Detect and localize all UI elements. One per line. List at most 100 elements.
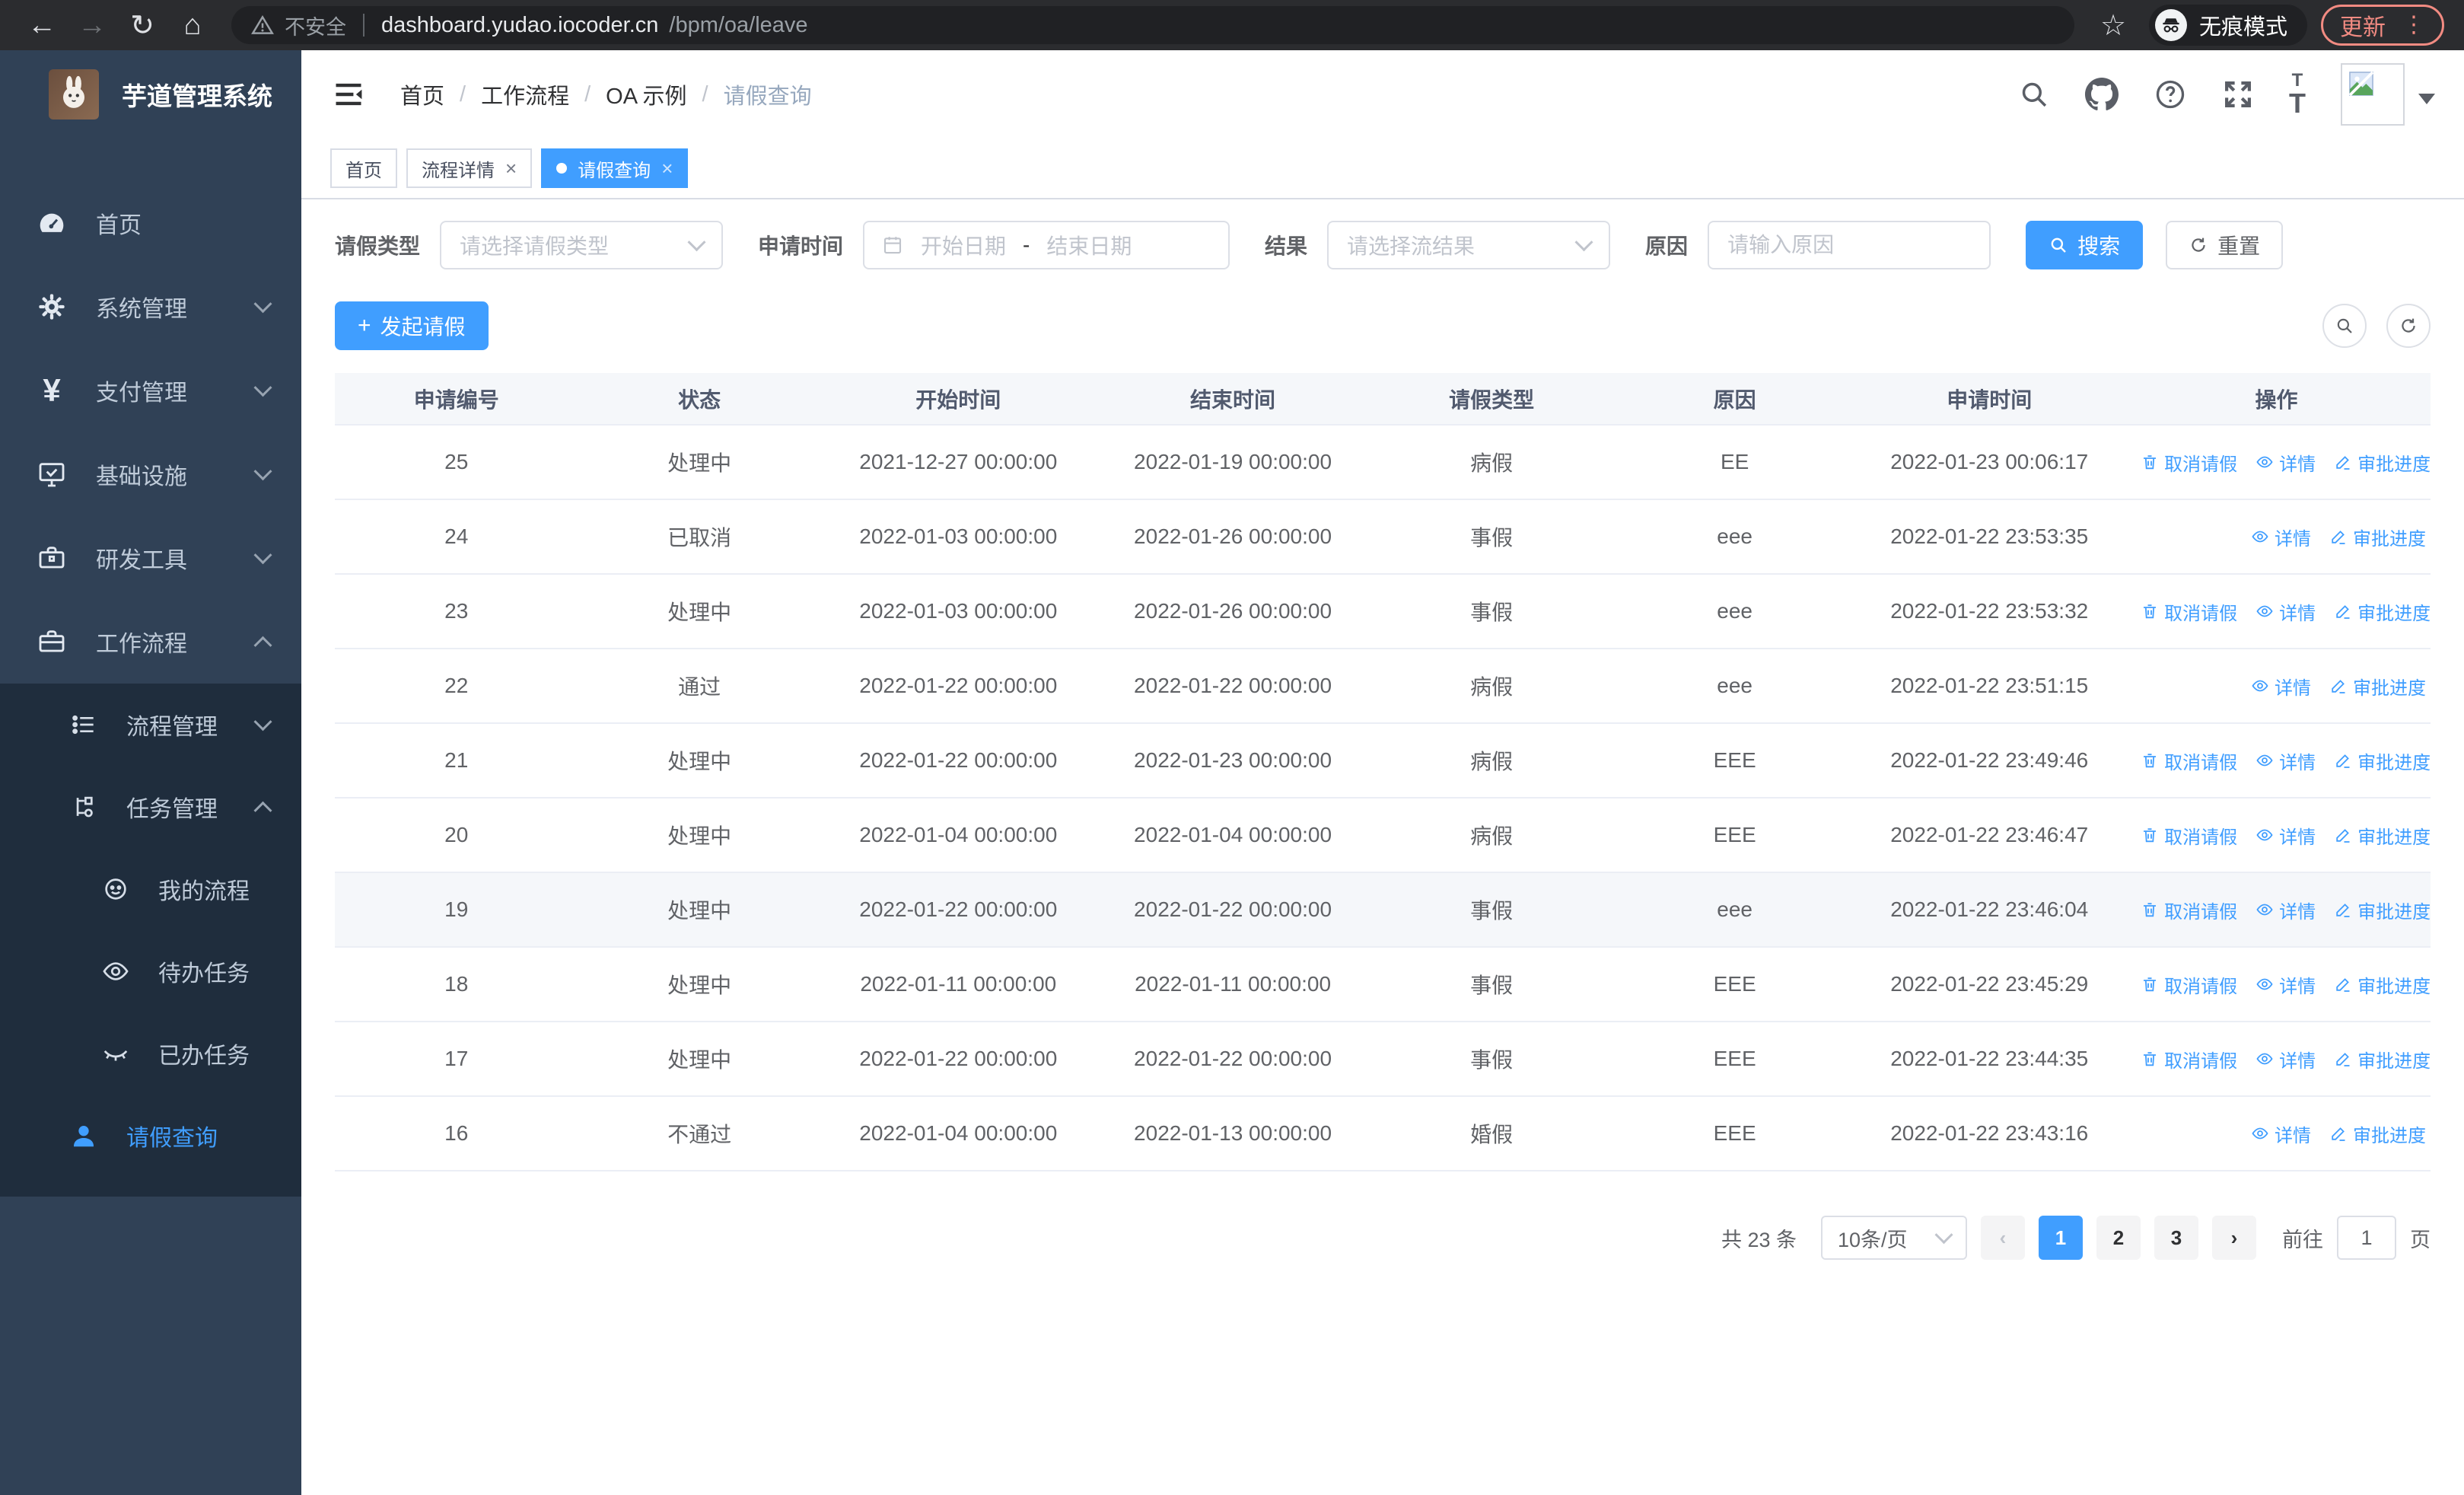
row-actions: 详情 审批进度 [2122, 499, 2431, 575]
prev-page-button[interactable]: ‹ [1981, 1216, 2025, 1260]
sidebar-item-leave-query[interactable]: 请假查询 [0, 1095, 301, 1177]
next-page-button[interactable]: › [2212, 1216, 2256, 1260]
sidebar-item-task-management[interactable]: 任务管理 [0, 766, 301, 848]
trash-icon [2141, 602, 2159, 620]
browser-menu-icon[interactable]: ⋮ [2402, 12, 2425, 37]
detail-link[interactable]: 详情 [2251, 673, 2311, 700]
cell-apply-id: 25 [335, 425, 578, 500]
cell-status: 不通过 [578, 1096, 821, 1171]
sidebar-item-process-management[interactable]: 流程管理 [0, 684, 301, 766]
row-actions: 取消请假 详情 审批进度 [2122, 425, 2431, 500]
approval-progress-link[interactable]: 审批进度 [2334, 748, 2431, 774]
cancel-leave-link[interactable]: 取消请假 [2141, 449, 2237, 476]
approval-progress-link[interactable]: 审批进度 [2334, 822, 2431, 849]
sidebar-item-system[interactable]: 系统管理 [0, 265, 301, 349]
reset-button[interactable]: 重置 [2166, 221, 2284, 269]
detail-link[interactable]: 详情 [2255, 822, 2316, 849]
approval-progress-link[interactable]: 审批进度 [2334, 897, 2431, 923]
tab-home[interactable]: 首页 [330, 148, 397, 188]
create-leave-button[interactable]: + 发起请假 [335, 301, 489, 350]
table-row: 25 处理中 2021-12-27 00:00:00 2022-01-19 00:00… [335, 425, 2431, 500]
page-content: 请假类型 请选择请假类型 申请时间 开始日期 - 结束日期 结果 请选择流结果 [301, 199, 2464, 1260]
search-icon[interactable] [2018, 78, 2050, 110]
eye-icon [2255, 453, 2274, 471]
breadcrumb-oa-example[interactable]: OA 示例 [606, 84, 687, 109]
page-button-1[interactable]: 1 [2039, 1216, 2083, 1260]
close-icon[interactable]: × [505, 157, 517, 180]
browser-update-button[interactable]: 更新 ⋮ [2321, 5, 2444, 46]
bookmark-star-icon[interactable]: ☆ [2099, 9, 2127, 42]
sidebar-item-done-tasks[interactable]: 已办任务 [0, 1012, 301, 1095]
sidebar-item-devtools[interactable]: 研发工具 [0, 516, 301, 600]
page-size-select[interactable]: 10条/页 [1821, 1216, 1967, 1260]
fullscreen-icon[interactable] [2222, 78, 2254, 110]
cancel-leave-link[interactable]: 取消请假 [2141, 598, 2237, 625]
col-start-time: 开始时间 [820, 373, 1096, 426]
cell-end-time: 2022-01-26 00:00:00 [1095, 574, 1370, 649]
cancel-leave-link[interactable]: 取消请假 [2141, 897, 2237, 923]
breadcrumb-workflow[interactable]: 工作流程 [481, 84, 570, 109]
github-icon[interactable] [2085, 78, 2119, 111]
breadcrumb-home[interactable]: 首页 [400, 84, 445, 109]
cell-start-time: 2022-01-22 00:00:00 [820, 872, 1096, 948]
cell-reason: eee [1612, 872, 1857, 948]
detail-link[interactable]: 详情 [2255, 449, 2316, 476]
toggle-search-button[interactable] [2322, 304, 2367, 348]
goto-page-input[interactable] [2337, 1216, 2396, 1260]
sidebar: 芋道管理系统 首页 系统管理 ¥ 支付管理 [0, 50, 301, 1495]
result-select[interactable]: 请选择流结果 [1327, 221, 1611, 269]
page-button-2[interactable]: 2 [2096, 1216, 2141, 1260]
leave-type-select[interactable]: 请选择请假类型 [440, 221, 724, 269]
eye-icon [2255, 602, 2274, 620]
sidebar-item-workflow[interactable]: 工作流程 [0, 600, 301, 684]
sidebar-collapse-icon[interactable] [330, 76, 367, 113]
detail-link[interactable]: 详情 [2255, 971, 2316, 998]
approval-progress-link[interactable]: 审批进度 [2334, 971, 2431, 998]
detail-link[interactable]: 详情 [2251, 524, 2311, 550]
sidebar-item-infrastructure[interactable]: 基础设施 [0, 432, 301, 516]
tab-process-detail[interactable]: 流程详情 × [406, 148, 533, 188]
tab-leave-query[interactable]: 请假查询 × [541, 148, 689, 188]
detail-link[interactable]: 详情 [2255, 748, 2316, 774]
approval-progress-link[interactable]: 审批进度 [2334, 449, 2431, 476]
home-icon[interactable]: ⌂ [183, 8, 202, 41]
detail-link[interactable]: 详情 [2255, 1046, 2316, 1073]
address-bar[interactable]: 不安全 dashboard.yudao.iocoder.cn/bpm/oa/le… [231, 6, 2074, 44]
cell-reason: EEE [1612, 1096, 1857, 1171]
detail-link[interactable]: 详情 [2255, 598, 2316, 625]
approval-progress-link[interactable]: 审批进度 [2329, 673, 2426, 700]
cell-leave-type: 事假 [1370, 574, 1613, 649]
close-icon[interactable]: × [661, 157, 673, 180]
approval-progress-link[interactable]: 审批进度 [2334, 1046, 2431, 1073]
sidebar-item-todo-tasks[interactable]: 待办任务 [0, 930, 301, 1012]
detail-link[interactable]: 详情 [2255, 897, 2316, 923]
sidebar-item-my-process[interactable]: 我的流程 [0, 848, 301, 930]
forward-icon[interactable]: → [78, 8, 107, 41]
apply-time-range-picker[interactable]: 开始日期 - 结束日期 [863, 221, 1230, 269]
cancel-leave-link[interactable]: 取消请假 [2141, 1046, 2237, 1073]
eye-icon [2255, 975, 2274, 993]
back-icon[interactable]: ← [27, 8, 56, 41]
help-icon[interactable] [2154, 78, 2187, 111]
avatar[interactable] [2341, 63, 2405, 126]
cancel-leave-link[interactable]: 取消请假 [2141, 822, 2237, 849]
detail-link[interactable]: 详情 [2251, 1120, 2311, 1147]
user-menu[interactable] [2341, 63, 2435, 126]
cancel-leave-link[interactable]: 取消请假 [2141, 748, 2237, 774]
reload-icon[interactable]: ↻ [130, 9, 154, 42]
sidebar-item-payment[interactable]: ¥ 支付管理 [0, 349, 301, 432]
refresh-button[interactable] [2386, 304, 2431, 348]
sidebar-item-home[interactable]: 首页 [0, 181, 301, 265]
goto-label: 前往 [2282, 1228, 2323, 1251]
page-button-3[interactable]: 3 [2154, 1216, 2198, 1260]
approval-progress-link[interactable]: 审批进度 [2329, 1120, 2426, 1147]
search-button[interactable]: 搜索 [2026, 221, 2144, 269]
approval-progress-link[interactable]: 审批进度 [2334, 598, 2431, 625]
reason-input[interactable] [1708, 221, 1991, 269]
incognito-badge: 无痕模式 [2148, 5, 2307, 46]
app-title: 芋道管理系统 [122, 82, 272, 110]
cancel-leave-link[interactable]: 取消请假 [2141, 971, 2237, 998]
approval-progress-link[interactable]: 审批进度 [2329, 524, 2426, 550]
col-reason: 原因 [1612, 373, 1857, 426]
